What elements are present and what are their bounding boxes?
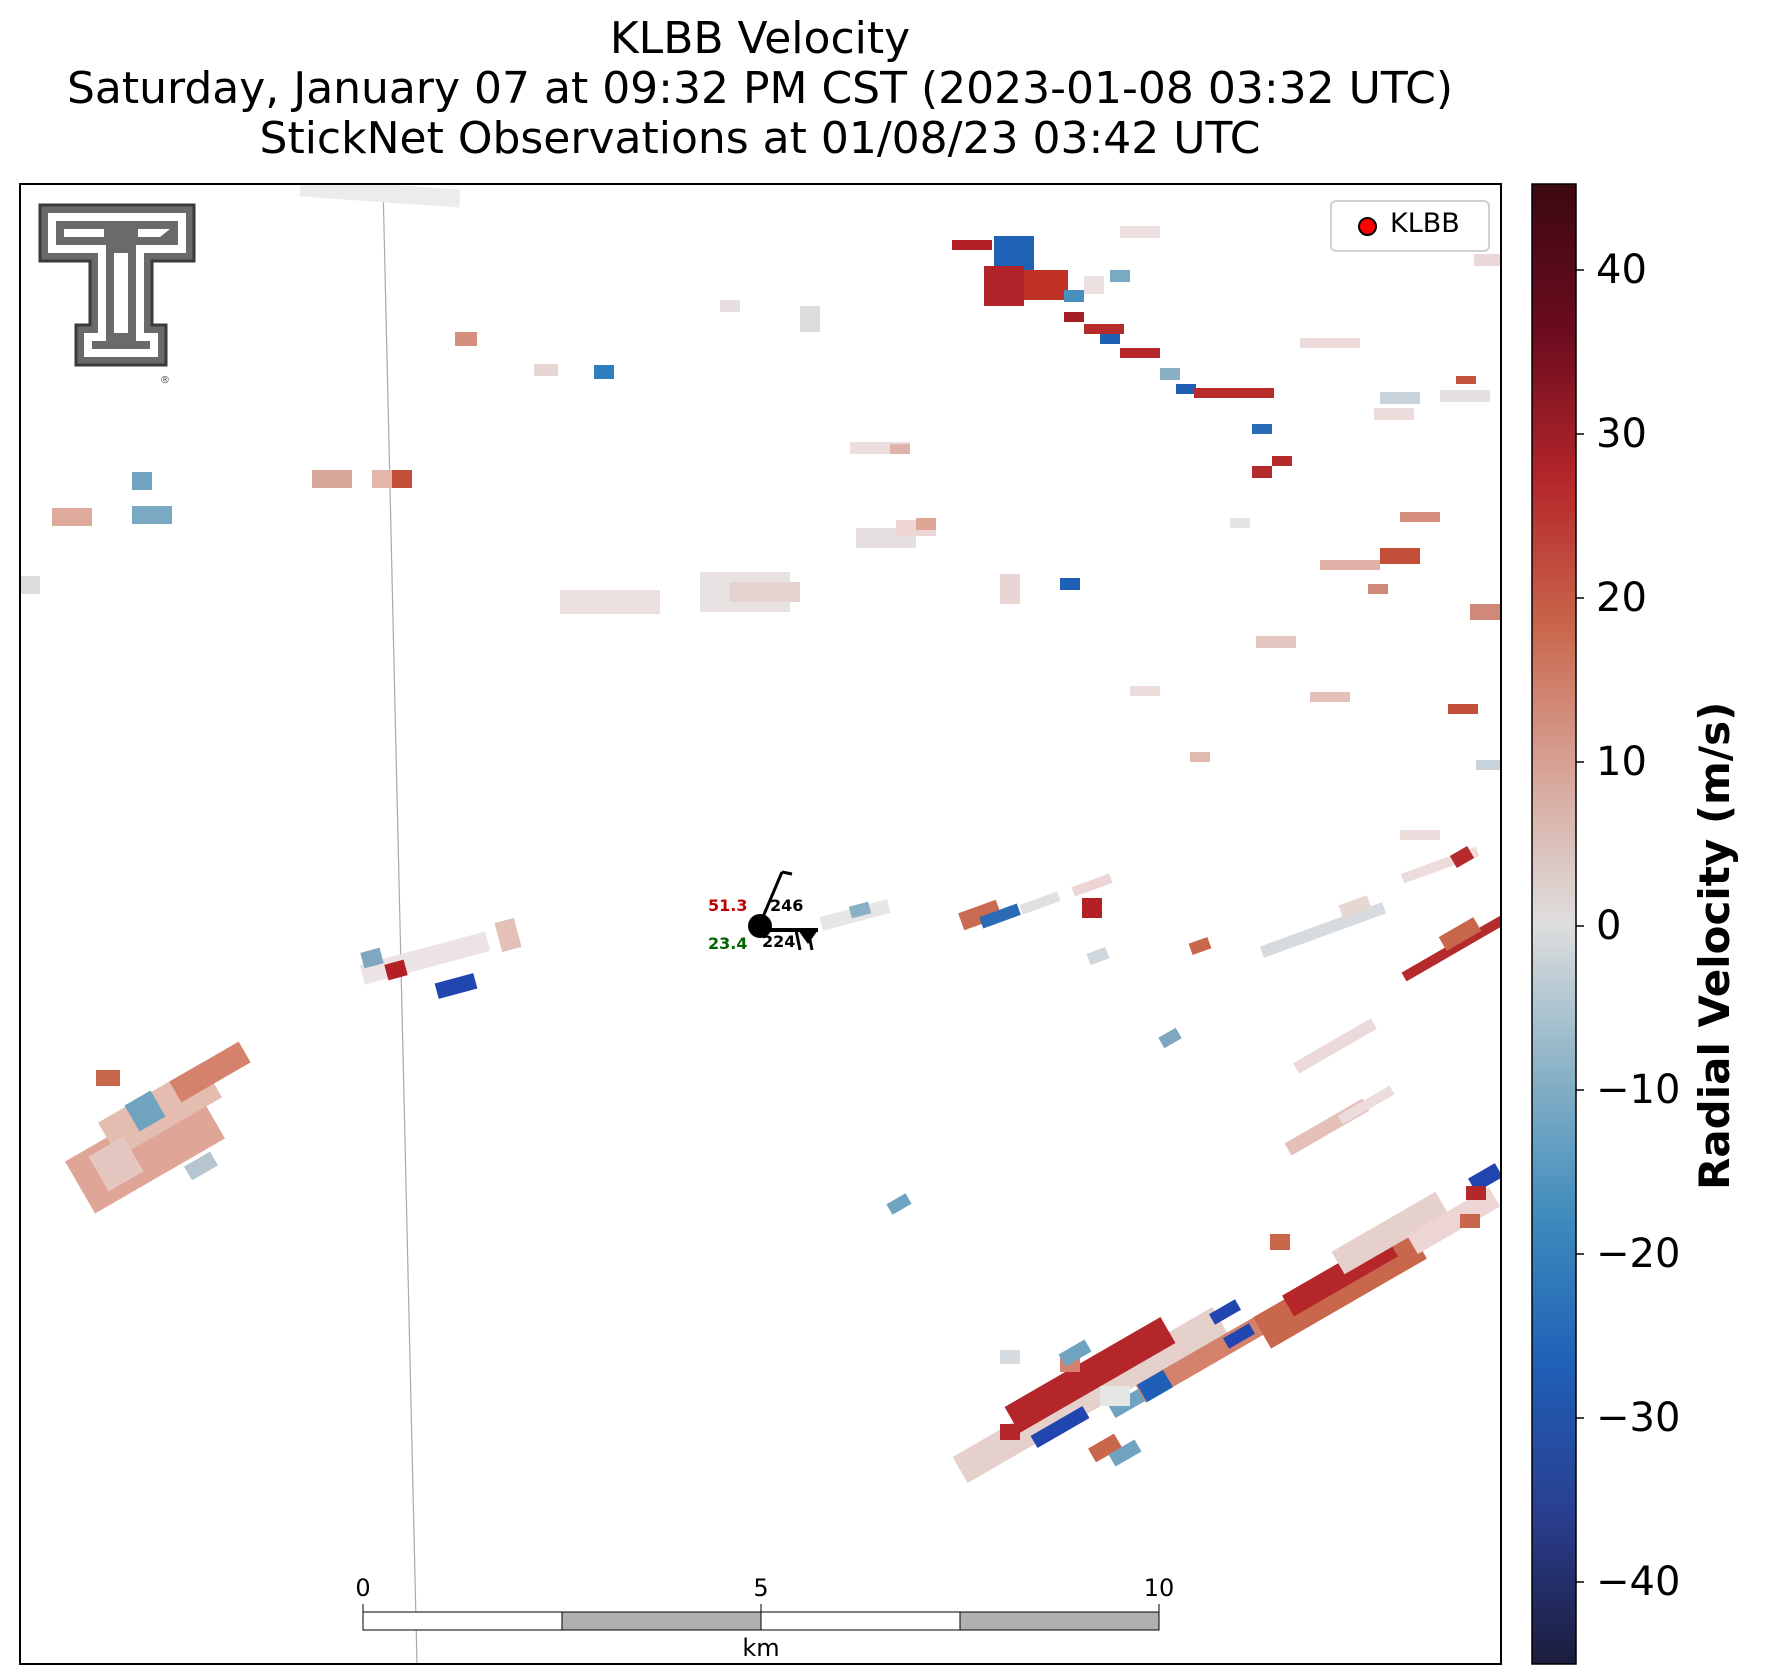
colorbar-tick-label: −40	[1596, 1559, 1681, 1605]
colorbar-tick-label: 0	[1596, 903, 1622, 949]
echo-band-lower-right	[952, 1163, 1501, 1483]
klbb-marker-icon	[1358, 217, 1377, 236]
colorbar-tick-label: 10	[1596, 739, 1647, 785]
scale-bar-tick-label: 0	[355, 1574, 371, 1602]
colorbar	[1531, 183, 1577, 1665]
radar-echoes	[20, 184, 1501, 1664]
echo-cluster-upper-left	[20, 184, 1080, 614]
echo-band-upper-right	[952, 226, 1501, 840]
texas-tech-logo: ®	[38, 203, 196, 386]
colorbar-tick-label: 20	[1596, 575, 1647, 621]
colorbar-ticks	[1576, 269, 1584, 1583]
scale-bar-tick-label: 10	[1143, 1574, 1175, 1602]
sticknet-station	[748, 870, 818, 951]
station-marker[interactable]	[748, 914, 772, 938]
colorbar-tick-label: 30	[1596, 411, 1647, 457]
echo-cluster-lower-left	[65, 1041, 251, 1214]
colorbar-tick-label: −10	[1596, 1067, 1681, 1113]
map-frame	[19, 183, 1502, 1665]
station-temperature: 51.3	[708, 896, 748, 915]
map-legend: KLBB	[1330, 200, 1490, 252]
echo-line-middle	[359, 845, 1501, 1215]
title-line-time: Saturday, January 07 at 09:32 PM CST (20…	[66, 63, 1454, 114]
wind-barb-flag	[781, 870, 793, 876]
station-dewpoint: 23.4	[708, 934, 748, 953]
legend-label: KLBB	[1390, 208, 1460, 239]
svg-text:®: ®	[160, 375, 170, 386]
scale-bar-tick-label: 5	[753, 1574, 769, 1602]
colorbar-tick-label: 40	[1596, 247, 1647, 293]
colorbar-tick-label: −20	[1596, 1231, 1681, 1277]
scale-bar	[362, 1604, 1160, 1631]
county-boundary	[382, 184, 418, 1664]
scale-bar-unit: km	[742, 1634, 780, 1662]
colorbar-tick-label: −30	[1596, 1395, 1681, 1441]
title-line-observations: StickNet Observations at 01/08/23 03:42 …	[259, 113, 1261, 164]
station-value-top: 246	[770, 896, 804, 915]
figure-title: KLBB Velocity Saturday, January 07 at 09…	[20, 14, 1500, 164]
station-value-bottom: 224	[762, 932, 796, 951]
title-line-radar: KLBB Velocity	[609, 13, 911, 64]
colorbar-label: Radial Velocity (m/s)	[1690, 701, 1739, 1190]
